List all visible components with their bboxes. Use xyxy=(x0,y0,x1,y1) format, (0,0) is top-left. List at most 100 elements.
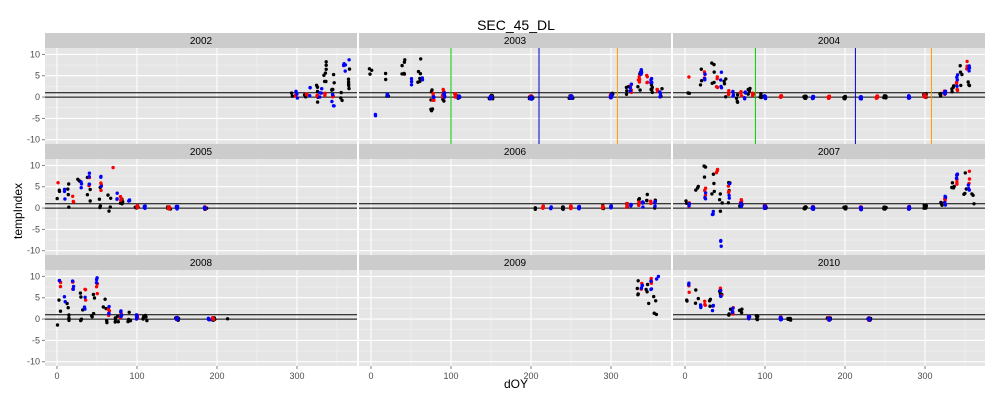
data-point xyxy=(731,89,735,94)
data-point xyxy=(731,306,735,310)
data-point xyxy=(735,93,740,97)
data-point xyxy=(347,83,351,88)
data-point xyxy=(650,80,654,85)
data-point xyxy=(654,312,659,317)
data-point xyxy=(99,181,103,185)
data-point xyxy=(119,198,123,202)
plot-background xyxy=(359,159,671,255)
data-point xyxy=(719,78,723,82)
data-point xyxy=(323,71,328,75)
data-point xyxy=(883,95,888,99)
data-point xyxy=(347,58,351,62)
data-point xyxy=(384,77,388,82)
plot-background xyxy=(359,270,671,366)
data-point xyxy=(703,302,707,307)
data-point xyxy=(724,95,728,99)
y-axis-label: tempIndex xyxy=(11,183,25,239)
data-point xyxy=(97,197,102,201)
data-point xyxy=(875,95,879,99)
data-point xyxy=(488,96,493,100)
data-point xyxy=(83,295,87,299)
data-point xyxy=(859,207,863,211)
data-point xyxy=(409,79,414,84)
data-point xyxy=(788,317,792,321)
x-tick-label: 0 xyxy=(54,371,59,381)
data-point xyxy=(718,192,722,196)
y-tick-label: 0 xyxy=(35,92,40,102)
data-point xyxy=(687,91,692,96)
data-point xyxy=(625,205,629,209)
data-point xyxy=(645,80,649,85)
data-point xyxy=(383,71,388,76)
data-point xyxy=(698,83,703,87)
data-point xyxy=(135,314,139,318)
data-point xyxy=(653,204,657,208)
data-point xyxy=(907,94,911,99)
x-tick-label: 200 xyxy=(209,371,224,381)
x-tick-label: 100 xyxy=(443,371,458,381)
data-point xyxy=(715,85,720,90)
data-point xyxy=(347,86,351,91)
data-point xyxy=(719,294,723,299)
y-tick-label: -5 xyxy=(32,335,40,345)
data-point xyxy=(409,77,414,81)
data-point xyxy=(963,171,967,175)
data-point xyxy=(717,198,722,202)
data-point xyxy=(967,169,972,173)
data-point xyxy=(715,77,719,81)
data-point xyxy=(811,95,816,99)
data-point xyxy=(858,96,863,100)
data-point xyxy=(719,70,724,74)
data-point xyxy=(145,318,149,323)
data-point xyxy=(645,198,649,203)
facet-strip-label: 2008 xyxy=(190,258,213,269)
data-point xyxy=(699,79,704,83)
data-point xyxy=(763,205,767,209)
data-point xyxy=(94,281,99,285)
data-point xyxy=(330,88,334,92)
data-point xyxy=(95,291,100,296)
data-point xyxy=(635,286,639,291)
data-point xyxy=(416,80,420,84)
data-point xyxy=(730,309,735,314)
x-axis-label: dOY xyxy=(504,377,528,391)
y-tick-label: 5 xyxy=(35,71,40,81)
data-point xyxy=(955,180,959,184)
data-point xyxy=(87,182,92,186)
data-point xyxy=(722,79,726,84)
data-point xyxy=(727,89,731,93)
data-point xyxy=(726,201,731,205)
data-point xyxy=(601,205,605,210)
data-point xyxy=(453,92,457,96)
data-point xyxy=(653,199,657,204)
data-point xyxy=(708,297,713,301)
data-point xyxy=(719,84,723,89)
data-point xyxy=(533,207,537,211)
data-point xyxy=(90,315,94,319)
data-point xyxy=(62,189,67,194)
data-point xyxy=(637,197,642,201)
data-point xyxy=(715,167,720,172)
data-point xyxy=(116,320,121,324)
data-point xyxy=(687,75,691,79)
data-point xyxy=(811,205,816,209)
data-point xyxy=(629,203,633,207)
data-point xyxy=(418,76,422,81)
x-tick-label: 300 xyxy=(917,371,932,381)
data-point xyxy=(699,67,703,71)
data-point xyxy=(710,308,715,313)
x-tick-label: 300 xyxy=(289,371,304,381)
facet-strip-label: 2004 xyxy=(818,36,841,47)
data-point xyxy=(702,175,707,179)
facet-strip xyxy=(45,33,357,48)
data-point xyxy=(955,172,960,176)
data-point xyxy=(315,93,319,98)
data-point xyxy=(127,310,131,314)
data-point xyxy=(884,205,888,210)
data-point xyxy=(639,286,644,290)
data-point xyxy=(324,67,328,72)
facet-panel-2007: 2007 xyxy=(673,144,985,255)
data-point xyxy=(78,291,83,295)
data-point xyxy=(91,292,96,297)
